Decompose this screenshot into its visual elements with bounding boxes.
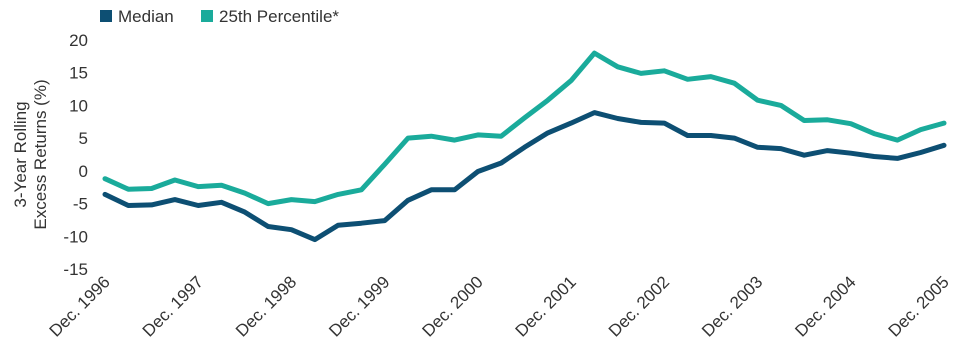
y-tick-label: 0 bbox=[79, 162, 88, 181]
y-tick-label: 5 bbox=[79, 129, 88, 148]
y-tick-label: -10 bbox=[63, 227, 88, 246]
legend: Median 25th Percentile* bbox=[100, 7, 339, 26]
y-tick-label: 15 bbox=[69, 64, 88, 83]
x-tick-label: Dec. 1997 bbox=[139, 272, 207, 340]
x-tick-label: Dec. 2004 bbox=[791, 272, 859, 340]
y-tick-label: 20 bbox=[69, 31, 88, 50]
x-tick-label: Dec. 2003 bbox=[698, 272, 766, 340]
y-axis-title: 3-Year RollingExcess Returns (%) bbox=[11, 79, 50, 229]
x-tick-label: Dec. 1996 bbox=[46, 272, 114, 340]
series-line-25th-percentile bbox=[102, 50, 947, 207]
y-axis: -15 -10 -5 0 5 10 15 20 bbox=[63, 31, 88, 279]
legend-label: Median bbox=[118, 7, 174, 26]
y-tick-label: -15 bbox=[63, 260, 88, 279]
x-tick-label: Dec. 1999 bbox=[325, 272, 393, 340]
y-axis-label-line: 3-Year Rolling bbox=[11, 101, 30, 207]
x-axis: Dec. 1996 Dec. 1997 Dec. 1998 Dec. 1999 Dec.… bbox=[46, 272, 953, 340]
legend-swatch bbox=[201, 10, 213, 22]
legend-label: 25th Percentile* bbox=[219, 7, 339, 26]
x-tick-label: Dec. 2002 bbox=[605, 272, 673, 340]
y-tick-label: 10 bbox=[69, 96, 88, 115]
x-tick-label: Dec. 2000 bbox=[418, 272, 486, 340]
x-tick-label: Dec. 2001 bbox=[512, 272, 580, 340]
legend-swatch bbox=[100, 10, 112, 22]
series-line-median bbox=[102, 110, 947, 243]
y-axis-label-line: Excess Returns (%) bbox=[31, 79, 50, 229]
y-tick-label: -5 bbox=[73, 195, 88, 214]
x-tick-label: Dec. 2005 bbox=[885, 272, 953, 340]
series-lines bbox=[102, 50, 947, 243]
y-axis-label: 3-Year RollingExcess Returns (%) bbox=[11, 79, 50, 229]
x-tick-label: Dec. 1998 bbox=[232, 272, 300, 340]
